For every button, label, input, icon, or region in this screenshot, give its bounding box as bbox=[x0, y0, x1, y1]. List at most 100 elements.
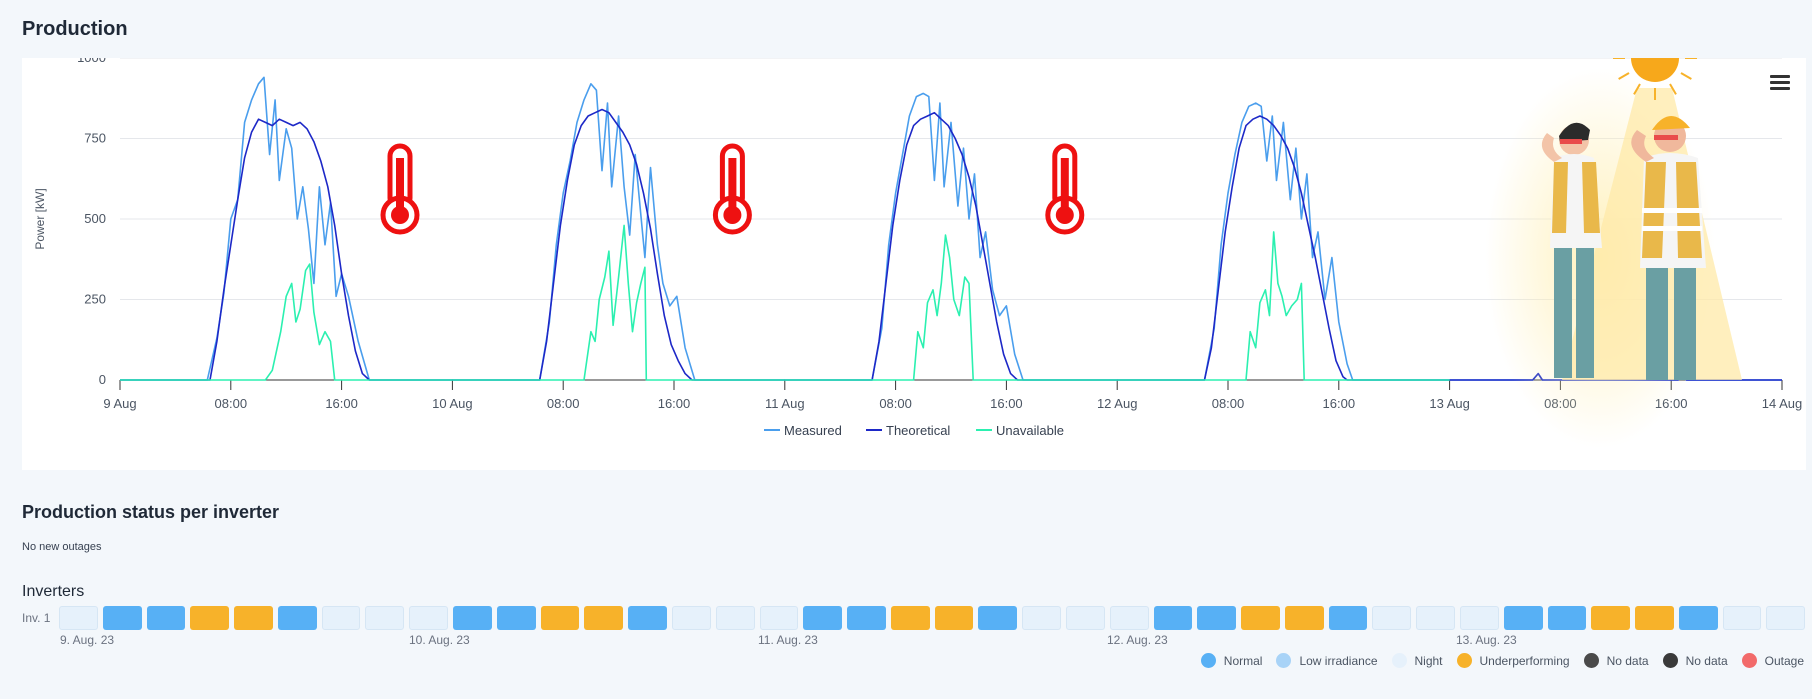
x-tick-label: 10 Aug bbox=[432, 396, 473, 411]
status-cell-night[interactable] bbox=[59, 606, 98, 630]
status-date-label: 12. Aug. 23 bbox=[1107, 633, 1168, 647]
status-cell-night[interactable] bbox=[1460, 606, 1499, 630]
inverter-status-strip bbox=[59, 606, 1806, 630]
status-cell-normal[interactable] bbox=[803, 606, 843, 630]
status-cell-underperforming[interactable] bbox=[934, 606, 974, 630]
series-line-measured bbox=[452, 82, 785, 381]
chart-axes: 0 250 500 750 1000 Power [kW] 9 Aug 08:00 16:00 1… bbox=[33, 58, 1802, 411]
status-cell-underperforming[interactable] bbox=[234, 606, 273, 630]
thermometer-icon bbox=[712, 143, 752, 235]
chart-legend: Measured Theoretical Unavailable bbox=[764, 423, 1064, 438]
legend-item-measured[interactable]: Measured bbox=[764, 423, 842, 438]
x-tick-label: 14 Aug bbox=[1762, 396, 1803, 411]
status-cell-night[interactable] bbox=[409, 606, 449, 630]
status-cell-night[interactable] bbox=[321, 606, 361, 630]
status-legend-label: No data bbox=[1606, 653, 1649, 668]
status-legend-item[interactable]: Outage bbox=[1741, 653, 1804, 668]
status-cell-normal[interactable] bbox=[628, 606, 667, 630]
legend-item-theoretical[interactable]: Theoretical bbox=[866, 423, 950, 438]
status-date-label: 10. Aug. 23 bbox=[409, 633, 470, 647]
legend-item-unavailable[interactable]: Unavailable bbox=[976, 423, 1064, 438]
status-cell-underperforming[interactable] bbox=[190, 606, 230, 630]
legend-dot-icon bbox=[1741, 653, 1757, 668]
hamburger-menu-icon[interactable] bbox=[1770, 75, 1790, 91]
status-legend-label: Underperforming bbox=[1479, 653, 1570, 668]
legend-dot-icon bbox=[1276, 653, 1292, 668]
status-cell-night[interactable] bbox=[759, 606, 799, 630]
thermometer-icon bbox=[1045, 143, 1085, 235]
status-cell-normal[interactable] bbox=[1197, 606, 1237, 630]
status-cell-normal[interactable] bbox=[453, 606, 492, 630]
x-tick-label: 11 Aug bbox=[765, 396, 805, 411]
status-section-title: Production status per inverter bbox=[22, 502, 280, 522]
status-cell-normal[interactable] bbox=[1547, 606, 1587, 630]
series-line-theoretical bbox=[784, 111, 1118, 381]
x-tick-label: 08:00 bbox=[215, 396, 248, 411]
status-cell-normal[interactable] bbox=[1153, 606, 1193, 630]
status-cell-underperforming[interactable] bbox=[584, 606, 624, 630]
y-tick-label: 0 bbox=[99, 372, 106, 387]
status-cell-normal[interactable] bbox=[496, 606, 536, 630]
status-legend-label: No data bbox=[1685, 653, 1728, 668]
status-cell-normal[interactable] bbox=[1678, 606, 1718, 630]
status-cell-normal[interactable] bbox=[1503, 606, 1543, 630]
series-line-unavailable bbox=[120, 263, 453, 381]
series-line-measured bbox=[1117, 102, 1450, 381]
status-cell-underperforming[interactable] bbox=[540, 606, 580, 630]
y-tick-label: 500 bbox=[84, 211, 106, 226]
status-legend-label: Night bbox=[1414, 653, 1443, 668]
status-legend-item[interactable]: No data bbox=[1583, 653, 1649, 668]
series-line-measured bbox=[784, 92, 1118, 381]
status-cell-normal[interactable] bbox=[1328, 606, 1368, 630]
series-line-measured bbox=[120, 76, 453, 381]
production-chart-card: 0 250 500 750 1000 Power [kW] 9 Aug 08:00 16:00 1… bbox=[22, 58, 1806, 470]
status-legend-item[interactable]: Underperforming bbox=[1456, 653, 1570, 668]
status-cell-night[interactable] bbox=[1022, 606, 1061, 630]
legend-dot-icon bbox=[1200, 653, 1216, 668]
inverters-heading: Inverters bbox=[22, 583, 85, 600]
status-cell-night[interactable] bbox=[1065, 606, 1105, 630]
status-cell-normal[interactable] bbox=[277, 606, 317, 630]
status-cell-normal[interactable] bbox=[978, 606, 1018, 630]
x-tick-label: 16:00 bbox=[325, 396, 358, 411]
status-legend-item[interactable]: Normal bbox=[1200, 653, 1262, 668]
y-tick-label: 1000 bbox=[77, 58, 106, 65]
svg-text:Unavailable: Unavailable bbox=[996, 423, 1064, 438]
status-cell-underperforming[interactable] bbox=[890, 606, 930, 630]
status-cell-underperforming[interactable] bbox=[1284, 606, 1324, 630]
x-tick-label: 13 Aug bbox=[1429, 396, 1470, 411]
status-legend: Normal Low irradiance Night Underperforming… bbox=[1200, 653, 1804, 668]
status-cell-night[interactable] bbox=[715, 606, 755, 630]
status-cell-underperforming[interactable] bbox=[1591, 606, 1631, 630]
status-cell-night[interactable] bbox=[1372, 606, 1412, 630]
y-tick-label: 750 bbox=[84, 131, 106, 146]
status-cell-night[interactable] bbox=[365, 606, 405, 630]
status-cell-normal[interactable] bbox=[847, 606, 886, 630]
status-legend-item[interactable]: Night bbox=[1391, 653, 1443, 668]
x-tick-label: 12 Aug bbox=[1097, 396, 1138, 411]
status-cell-night[interactable] bbox=[1722, 606, 1762, 630]
x-tick-label: 08:00 bbox=[879, 396, 912, 411]
status-cell-underperforming[interactable] bbox=[1241, 606, 1280, 630]
series-line-theoretical bbox=[120, 118, 453, 381]
status-cell-underperforming[interactable] bbox=[1635, 606, 1674, 630]
status-legend-label: Low irradiance bbox=[1299, 653, 1378, 668]
status-cell-night[interactable] bbox=[1109, 606, 1149, 630]
x-tick-label: 9 Aug bbox=[103, 396, 136, 411]
status-cell-night[interactable] bbox=[671, 606, 711, 630]
status-cell-night[interactable] bbox=[1766, 606, 1806, 630]
status-legend-item[interactable]: Low irradiance bbox=[1276, 653, 1378, 668]
status-cell-normal[interactable] bbox=[102, 606, 142, 630]
x-tick-label: 08:00 bbox=[1212, 396, 1245, 411]
status-date-label: 9. Aug. 23 bbox=[60, 633, 115, 647]
status-date-label: 11. Aug. 23 bbox=[758, 633, 818, 647]
status-legend-item[interactable]: No data bbox=[1662, 653, 1728, 668]
x-tick-label: 08:00 bbox=[547, 396, 580, 411]
production-title: Production bbox=[22, 18, 128, 40]
chart-annotations bbox=[380, 143, 1085, 235]
status-cell-normal[interactable] bbox=[146, 606, 186, 630]
inverter-label: Inv. 1 bbox=[22, 611, 51, 625]
x-tick-label: 16:00 bbox=[1323, 396, 1356, 411]
series-line-unavailable bbox=[1117, 231, 1450, 381]
status-cell-night[interactable] bbox=[1416, 606, 1455, 630]
